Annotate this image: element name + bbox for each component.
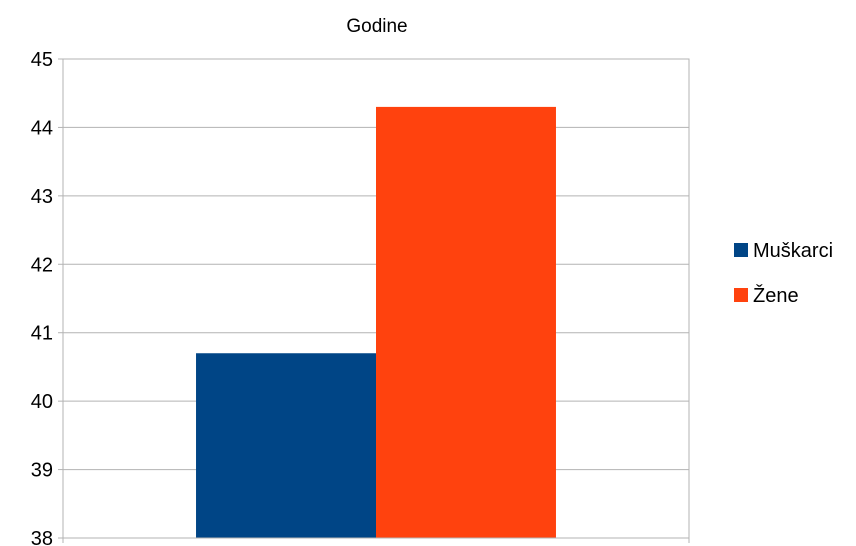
y-tick-label: 39 <box>31 460 53 482</box>
y-tick-label: 40 <box>31 391 53 413</box>
legend-swatch <box>734 288 748 302</box>
legend: Muškarci Žene <box>734 240 833 307</box>
plot-area-frame <box>62 58 690 539</box>
bar-series-2 <box>376 106 556 539</box>
legend-label: Žene <box>753 284 799 307</box>
bars <box>196 106 556 539</box>
y-tick-label: 38 <box>31 528 53 546</box>
legend-label: Muškarci <box>753 240 833 262</box>
y-tick-label: 42 <box>31 254 53 276</box>
y-tick-label: 41 <box>31 323 53 345</box>
y-tick-label: 43 <box>31 186 53 208</box>
bar-series-1 <box>196 353 376 538</box>
y-axis: 38 39 40 41 42 43 44 45 <box>31 49 690 546</box>
y-tick-label: 45 <box>31 49 53 71</box>
chart-title: Godine <box>346 16 407 37</box>
y-tick-label: 44 <box>31 117 53 139</box>
legend-swatch <box>734 243 748 257</box>
